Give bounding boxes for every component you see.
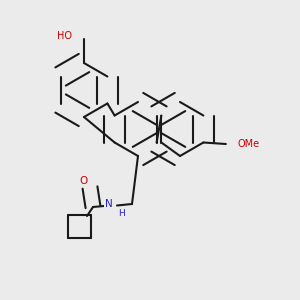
Text: HO: HO xyxy=(57,31,72,41)
Text: N: N xyxy=(105,199,112,209)
Text: H: H xyxy=(118,208,125,217)
Text: O: O xyxy=(80,176,88,187)
Text: OMe: OMe xyxy=(238,139,260,149)
